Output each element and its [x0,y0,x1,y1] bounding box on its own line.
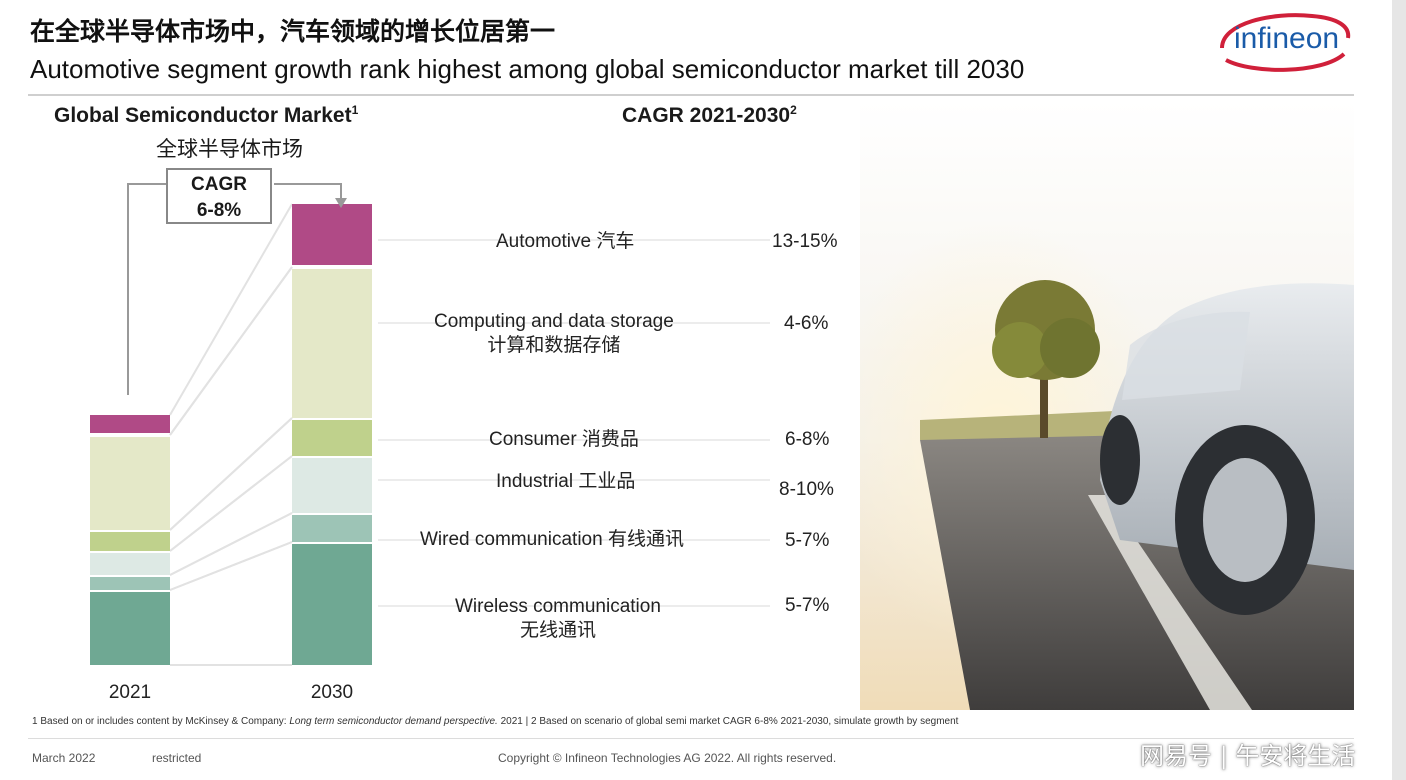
car-window [1122,311,1250,400]
bar-2030-automotive [292,204,372,265]
segment-label-automotive: Automotive 汽车 [496,231,635,252]
segment-label-industrial: Industrial 工业品 [496,471,636,492]
tree-trunk [1040,340,1048,438]
segment-cagr-consumer: 6-8% [785,429,830,450]
bar-2030-computing [292,269,372,418]
segment-cagr-automotive: 13-15% [772,231,838,252]
footnote: 1 Based on or includes content by McKins… [32,716,959,727]
chart-title: Global Semiconductor Market1 [54,103,359,127]
right-edge-strip [1392,0,1406,780]
bar-2021-consumer [90,532,170,551]
connector-industrial [169,512,293,576]
bar-2030-industrial [292,458,372,513]
footer-classification: restricted [152,751,202,765]
bar-2021-wireless [90,592,170,665]
segment-cagr-wired: 5-7% [785,530,830,551]
guide-lines [378,239,770,607]
bar-2021-automotive [90,415,170,433]
segment-cagr-computing: 4-6% [784,313,829,334]
footer-date: March 2022 [32,751,96,765]
connector-lines [169,203,293,666]
total-cagr-label: CAGR [191,174,247,195]
stacked-bar-chart: 2021 2030 [90,183,770,703]
connector-automotive [169,203,293,416]
chart-title-cn: 全球半导体市场 [156,137,303,161]
bar-2021-wired [90,577,170,590]
segment-label-wired: Wired communication 有线通讯 [420,529,684,550]
watermark: 网易号 | 午安将生活 [1140,742,1356,770]
bar-2030-consumer [292,420,372,456]
total-cagr-box: CAGR 6-8% [166,168,272,224]
road-marking [1088,495,1252,710]
bar-2030-wired [292,515,372,542]
connector-computing [169,417,293,531]
footer-copyright: Copyright © Infineon Technologies AG 202… [498,751,837,765]
infineon-logo [1220,13,1351,72]
connector-automotive [169,266,293,436]
segment-cagr-wireless: 5-7% [785,595,830,616]
segment-label-wireless: Wireless communication 无线通讯 [455,596,661,641]
car-road-photo [860,100,1354,710]
tree-canopy-left [992,322,1048,378]
bars [90,204,372,665]
header-divider [28,94,1354,96]
car-front-tire [1100,415,1140,505]
tree-canopy-right [1040,318,1100,378]
x-tick-label-2030: 2030 [311,682,353,703]
segment-cagr-industrial: 8-10% [779,479,834,500]
cagr-arrow [127,183,347,395]
x-tick-label-2021: 2021 [109,682,151,703]
bar-2021-computing [90,437,170,530]
cagr-arrow-left [127,183,166,395]
car-rear-wheel [1203,458,1287,582]
bar-2030-wireless [292,544,372,665]
total-cagr-value: 6-8% [196,200,242,221]
cagr-arrow-right [274,183,342,203]
cagr-column-title: CAGR 2021-20302 [622,103,797,127]
bar-2021-industrial [90,553,170,575]
connector-wired [169,541,293,591]
page-title-cn: 在全球半导体市场中，汽车领域的增长位居第一 [30,17,556,46]
page-title-en: Automotive segment growth rank highest a… [30,54,1025,84]
segment-label-computing: Computing and data storage 计算和数据存储 [434,311,674,356]
footer-divider [28,738,1354,739]
segment-label-consumer: Consumer 消费品 [489,429,639,450]
x-axis-labels: 2021 2030 [109,682,353,703]
logo-wordmark: infineon [1234,22,1340,55]
connector-consumer [169,455,293,552]
cagr-arrow-head [335,198,347,208]
